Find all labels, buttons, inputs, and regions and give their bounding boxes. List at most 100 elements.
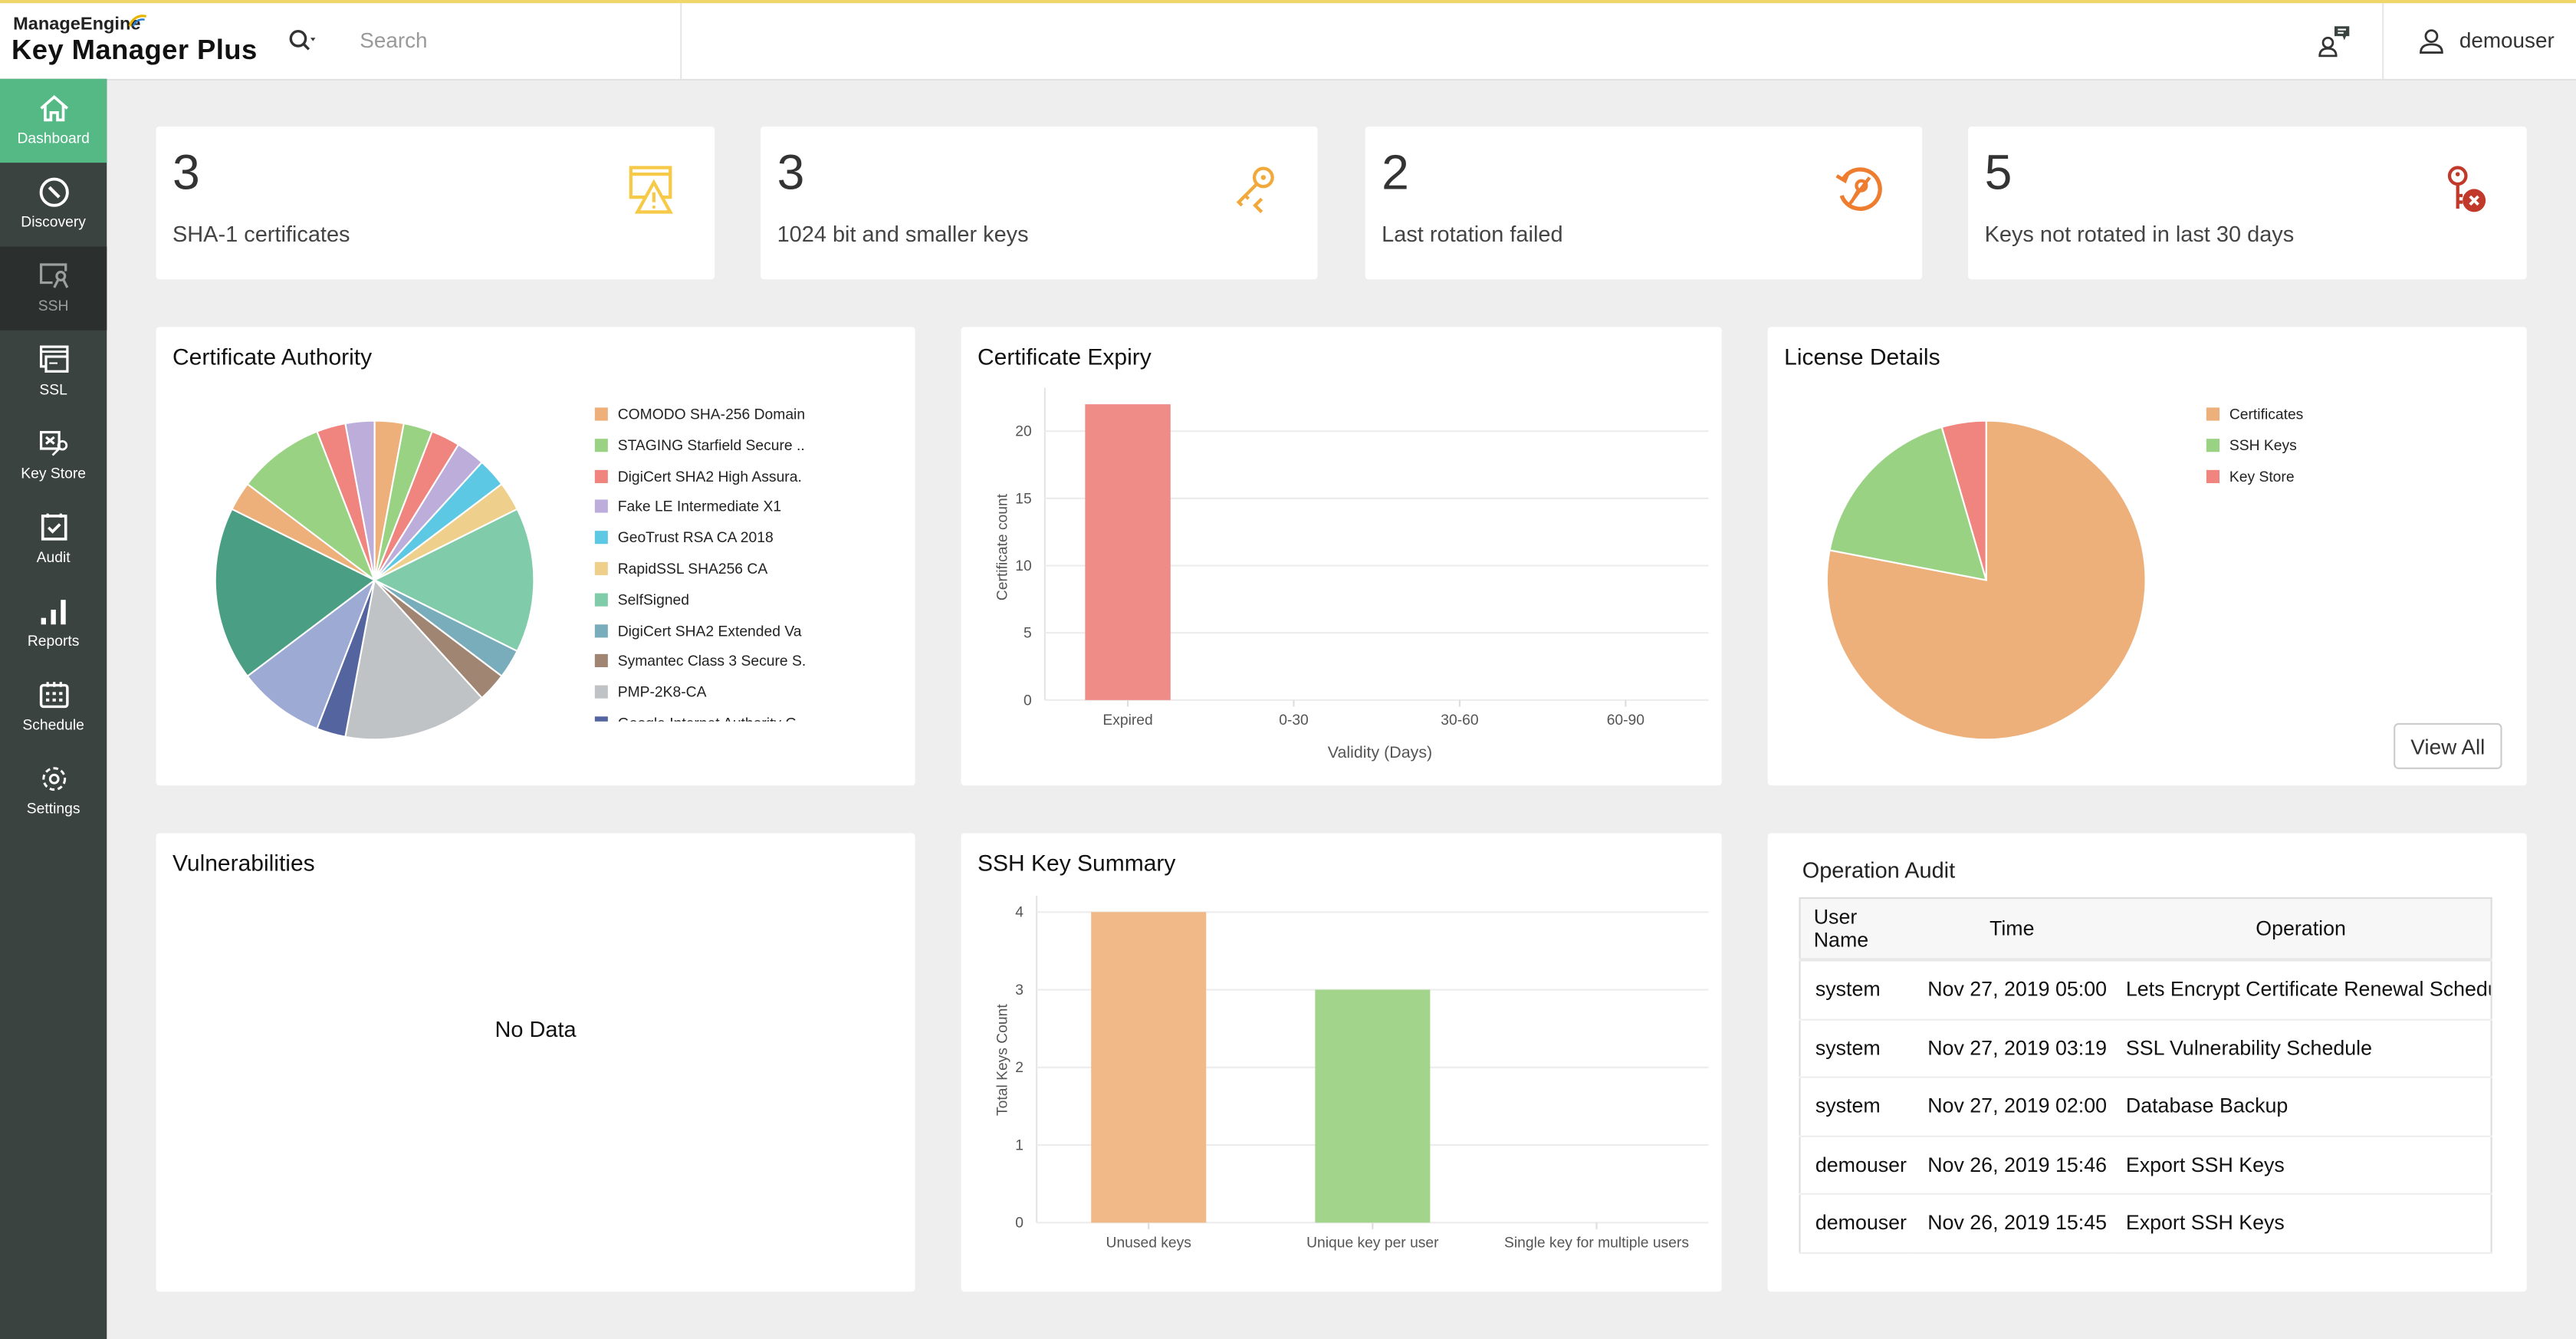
legend-swatch: [594, 407, 608, 421]
ca-pie-chart: [214, 419, 535, 741]
stat-card-weak-keys[interactable]: 3 1024 bit and smaller keys: [761, 127, 1318, 280]
legend-item[interactable]: Fake LE Intermediate X1: [594, 495, 782, 518]
bar[interactable]: [1315, 989, 1431, 1223]
view-all-button[interactable]: View All: [2394, 722, 2502, 769]
legend-swatch: [594, 685, 608, 699]
legend-item[interactable]: SSH Keys: [2206, 434, 2297, 457]
sidebar-item-key-store[interactable]: Key Store: [0, 414, 107, 498]
stat-card-sha1[interactable]: 3 SHA-1 certificates: [156, 127, 715, 280]
user-icon[interactable]: [2418, 28, 2444, 54]
legend-label: Certificates: [2229, 406, 2304, 423]
no-data-message: No Data: [495, 1017, 577, 1042]
legend-label: SelfSigned: [617, 591, 690, 608]
y-tick-label: 1: [1015, 1137, 1024, 1153]
y-tick-label: 3: [1015, 982, 1024, 998]
legend-label: Key Store: [2229, 468, 2295, 485]
search-icon[interactable]: [288, 28, 317, 54]
legend-label: Fake LE Intermediate X1: [617, 498, 782, 515]
ca-pie-slice[interactable]: [214, 508, 376, 678]
legend-item[interactable]: Certificates: [2206, 403, 2303, 426]
ca-pie-slice[interactable]: [246, 577, 376, 730]
legend-item[interactable]: COMODO SHA-256 Domain: [594, 403, 805, 426]
stat-value: 3: [777, 146, 805, 201]
stat-card-rotation-failed[interactable]: 2 Last rotation failed: [1365, 127, 1923, 280]
table-row[interactable]: system Nov 27, 2019 02:00 Database Backup: [1799, 1077, 2492, 1137]
top-accent-bar: [0, 0, 2576, 4]
legend-label: DigiCert SHA2 Extended Va: [617, 622, 802, 639]
gear-icon: [41, 767, 66, 791]
legend-item[interactable]: Symantec Class 3 Secure S.: [594, 650, 807, 673]
legend-label: Symantec Class 3 Secure S.: [617, 653, 807, 670]
cell-user: system: [1799, 1077, 1913, 1137]
logo[interactable]: ManageEngine Key Manager Plus: [0, 3, 682, 79]
legend-swatch: [594, 561, 608, 576]
legend-item[interactable]: PMP-2K8-CA: [594, 681, 707, 704]
sidebar-item-audit[interactable]: Audit: [0, 498, 107, 581]
home-icon: [39, 95, 67, 122]
ca-pie-slice[interactable]: [344, 578, 484, 741]
table-row[interactable]: demouser Nov 26, 2019 15:46 Export SSH Key…: [1799, 1135, 2492, 1195]
ca-pie-slice[interactable]: [344, 419, 376, 581]
panel-certificate-authority: Certificate Authority COMODO SHA-256 Dom…: [156, 327, 915, 786]
sidebar-item-ssl[interactable]: SSL: [0, 331, 107, 414]
sidebar-item-reports[interactable]: Reports: [0, 582, 107, 666]
legend-swatch: [594, 654, 608, 668]
cell-time: Nov 26, 2019 15:45: [1912, 1193, 2111, 1253]
stat-card-not-rotated[interactable]: 5 Keys not rotated in last 30 days: [1968, 127, 2527, 280]
legend-label: PMP-2K8-CA: [617, 683, 707, 701]
cell-user: demouser: [1799, 1193, 1913, 1253]
cell-time: Nov 27, 2019 02:00: [1912, 1077, 2111, 1137]
license-pie-slice[interactable]: [1940, 419, 1987, 581]
legend-item[interactable]: SelfSigned: [594, 588, 690, 611]
table-row[interactable]: system Nov 27, 2019 03:19 SSL Vulnerabilit…: [1799, 1018, 2492, 1078]
table-row[interactable]: demouser Nov 26, 2019 15:45 Export SSH Key…: [1799, 1193, 2492, 1253]
cell-time: Nov 26, 2019 15:46: [1912, 1135, 2111, 1195]
sidebar-item-label: Reports: [27, 633, 80, 650]
legend-item[interactable]: DigiCert SHA2 Extended Va: [594, 619, 802, 642]
bar[interactable]: [1085, 404, 1171, 700]
column-header-user[interactable]: User Name: [1799, 898, 1913, 962]
legend-item[interactable]: RapidSSL SHA256 CA: [594, 557, 768, 580]
bar[interactable]: [1091, 912, 1207, 1223]
column-header-time[interactable]: Time: [1912, 898, 2111, 962]
legend-swatch: [594, 531, 608, 544]
legend-item[interactable]: Google Internet Authority G: [594, 712, 797, 722]
y-tick-label: 0: [1015, 1216, 1024, 1232]
panel-ssh-key-summary: SSH Key Summary Total Keys Count 0 1 2 3 4 Un…: [961, 833, 1722, 1292]
legend-label: STAGING Starfield Secure ..: [617, 436, 805, 453]
legend-item[interactable]: STAGING Starfield Secure ..: [594, 433, 805, 456]
column-header-operation[interactable]: Operation: [2111, 898, 2492, 962]
panel-title: Vulnerabilities: [172, 849, 315, 877]
ca-pie-slice[interactable]: [373, 508, 535, 653]
sidebar-item-schedule[interactable]: Schedule: [0, 666, 107, 749]
cell-user: system: [1799, 1018, 1913, 1078]
compass-icon: [38, 177, 68, 207]
legend-label: RapidSSL SHA256 CA: [617, 560, 768, 577]
x-tick-label: 60-90: [1607, 712, 1644, 729]
sidebar-item-discovery[interactable]: Discovery: [0, 163, 107, 246]
bar-chart-icon: [40, 600, 65, 625]
sidebar-item-label: SSH: [38, 297, 69, 314]
table-row[interactable]: system Nov 27, 2019 05:00 Lets Encrypt Cer…: [1799, 959, 2492, 1020]
legend-item[interactable]: GeoTrust RSA CA 2018: [594, 526, 774, 549]
y-tick-label: 10: [1015, 558, 1031, 574]
stat-label: Keys not rotated in last 30 days: [1984, 222, 2295, 247]
legend-item[interactable]: DigiCert SHA2 High Assura.: [594, 465, 802, 488]
cell-user: demouser: [1799, 1135, 1913, 1195]
y-tick-label: 20: [1015, 424, 1031, 440]
sidebar-item-settings[interactable]: Settings: [0, 749, 107, 833]
legend-label: DigiCert SHA2 High Assura.: [617, 467, 802, 485]
ssl-certificate-icon: [38, 345, 68, 373]
legend-item[interactable]: Key Store: [2206, 465, 2295, 488]
license-pie-slice[interactable]: [1829, 426, 1988, 581]
search-input[interactable]: [356, 26, 659, 54]
table-header-row: User Name Time Operation: [1799, 898, 2492, 962]
sidebar-item-dashboard[interactable]: Dashboard: [0, 78, 107, 163]
ca-pie-slice[interactable]: [246, 430, 376, 583]
user-menu[interactable]: demouser: [2459, 28, 2555, 53]
feedback-chat-icon[interactable]: [2316, 23, 2352, 59]
cell-operation: Database Backup: [2111, 1077, 2492, 1137]
sidebar-item-label: Dashboard: [17, 130, 90, 146]
product-name: Key Manager Plus: [12, 35, 258, 66]
sidebar-item-ssh[interactable]: SSH: [0, 246, 107, 331]
